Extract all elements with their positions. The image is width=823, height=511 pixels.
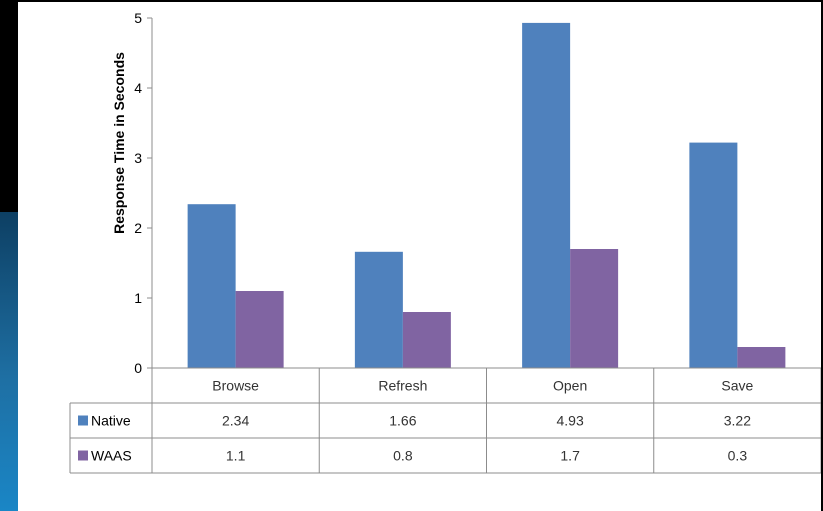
category-label: Refresh [378,378,427,394]
category-label: Open [553,378,587,394]
bar-native-open [522,22,571,369]
category-label: Save [721,378,753,394]
legend-swatch-waas [78,450,88,461]
y-axis-label: Response Time in Seconds [111,52,127,234]
table-cell-value: 3.22 [724,413,751,429]
table-cell-value: 1.1 [226,448,246,464]
y-tick-label: 5 [134,10,142,26]
y-tick-label: 1 [134,290,142,306]
bar-chart: 0 1 2 3 4 5 Response Time in Seconds Browse Re… [69,10,821,474]
bar-native-save [689,142,738,368]
table-cell-value: 4.93 [557,413,584,429]
data-table: Browse Refresh Open Save Native 2.34 1.66 4.93 3… [69,367,821,474]
chart-card: 0 1 2 3 4 5 Response Time in Seconds Browse Re… [18,2,821,511]
y-tick-label: 2 [134,220,142,236]
y-tick-label: 4 [134,80,142,96]
bar-waas-save [737,347,786,368]
bars [187,22,786,369]
table-cell-value: 0.8 [393,448,413,464]
bar-waas-browse [235,291,284,368]
bar-native-refresh [354,251,403,368]
y-tick-label: 3 [134,150,142,166]
bar-waas-open [570,249,619,368]
table-cell-value: 2.34 [222,413,249,429]
table-cell-value: 1.66 [389,413,416,429]
bar-waas-refresh [402,312,451,368]
legend-label-waas: WAAS [91,448,132,464]
legend-swatch-native [78,415,88,426]
table-cell-value: 1.7 [560,448,580,464]
y-tick-label: 0 [134,360,142,376]
y-axis: 0 1 2 3 4 5 [134,10,153,376]
background-band [0,212,18,511]
bar-native-browse [187,204,236,368]
legend-label-native: Native [91,413,131,429]
category-label: Browse [212,378,259,394]
table-cell-value: 0.3 [728,448,748,464]
